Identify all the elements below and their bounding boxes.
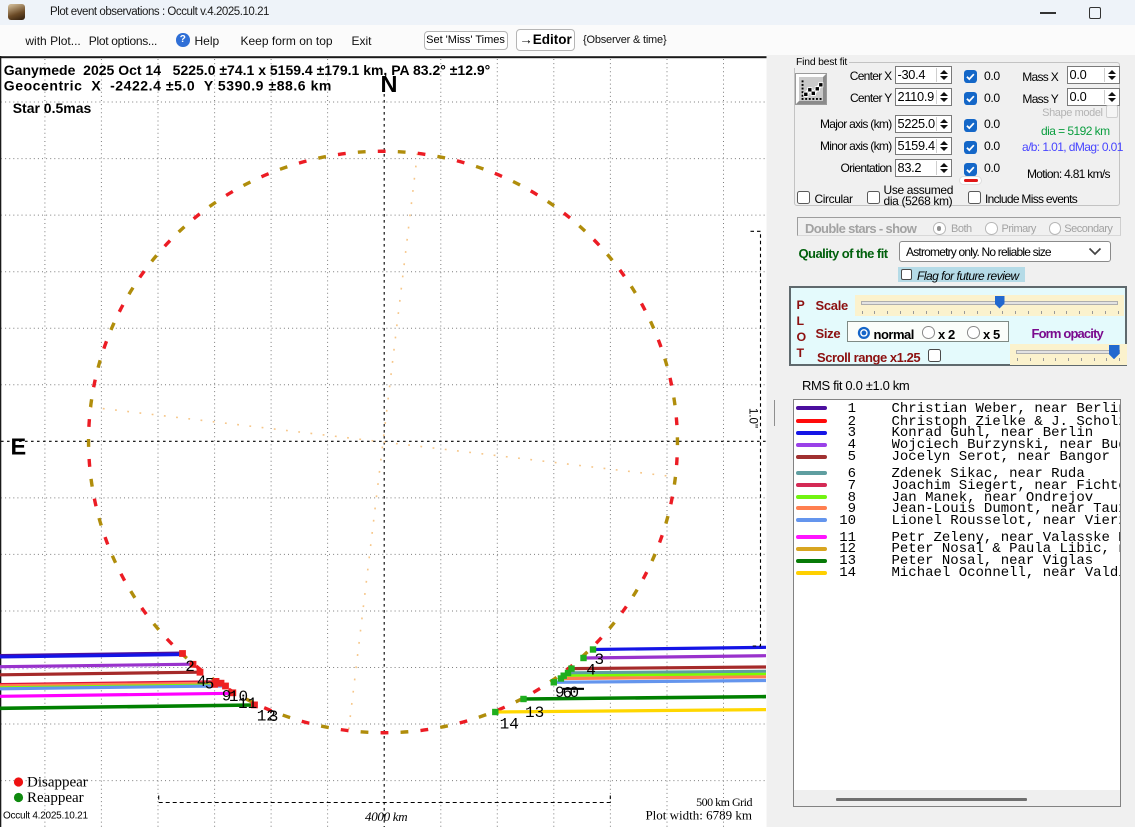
svg-text:10: 10 <box>229 688 248 706</box>
svg-text:0: 0 <box>570 684 580 702</box>
svg-text:1.0": 1.0" <box>747 408 759 428</box>
svg-text:Occult 4.2025.10.21: Occult 4.2025.10.21 <box>3 811 88 822</box>
svg-text:Ganymede 2025 Oct 14 5225.0: Ganymede 2025 Oct 14 5225.0 ±74.1 x 5159… <box>4 62 490 78</box>
svg-text:4: 4 <box>586 662 596 680</box>
svg-text:Reappear: Reappear <box>27 790 84 806</box>
svg-text:13: 13 <box>525 704 544 722</box>
svg-text:Plot width: 6789 km: Plot width: 6789 km <box>645 808 752 823</box>
svg-text:6: 6 <box>563 685 573 703</box>
svg-text:Star 0.5mas: Star 0.5mas <box>13 100 92 116</box>
svg-text:4000 km: 4000 km <box>365 809 407 824</box>
svg-text:9: 9 <box>555 684 565 702</box>
svg-text:3: 3 <box>269 708 279 726</box>
svg-text:E: E <box>11 434 27 460</box>
svg-text:Disappear: Disappear <box>27 775 88 791</box>
svg-text:500 km Grid: 500 km Grid <box>696 795 752 809</box>
svg-text:3: 3 <box>595 651 605 669</box>
svg-text:9: 9 <box>222 688 232 706</box>
svg-text:11: 11 <box>238 695 257 713</box>
svg-text:5: 5 <box>205 675 215 693</box>
svg-text:2: 2 <box>185 658 195 676</box>
svg-text:12: 12 <box>257 707 276 725</box>
svg-text:4: 4 <box>197 673 207 691</box>
svg-text:Geocentric X -2422.4 ±5.0 Y: Geocentric X -2422.4 ±5.0 Y 5390.9 ±88.6… <box>4 77 332 93</box>
svg-text:14: 14 <box>500 716 519 734</box>
svg-text:N: N <box>381 71 398 97</box>
